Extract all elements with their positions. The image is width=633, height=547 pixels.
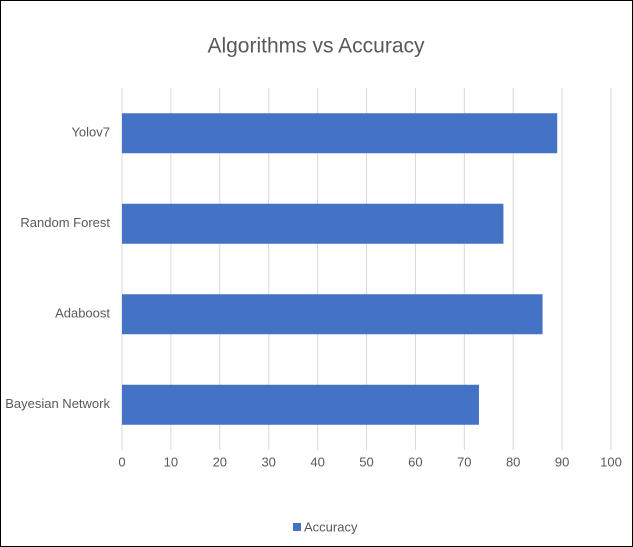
x-tick-label: 30	[261, 454, 275, 469]
bar	[122, 384, 479, 425]
legend-label: Accuracy	[304, 519, 358, 534]
x-tick-label: 70	[457, 454, 471, 469]
bar	[122, 294, 543, 335]
x-tick-label: 80	[506, 454, 520, 469]
chart-title: Algorithms vs Accuracy	[207, 35, 425, 58]
x-tick-label: 100	[600, 454, 622, 469]
y-tick-label: Bayesian Network	[5, 396, 110, 411]
bar	[122, 113, 558, 154]
x-tick-label: 40	[310, 454, 324, 469]
bar	[122, 203, 504, 244]
y-tick-label: Yolov7	[71, 125, 110, 140]
x-tick-label: 90	[555, 454, 569, 469]
x-tick-label: 0	[118, 454, 125, 469]
legend-swatch	[293, 523, 301, 531]
x-tick-label: 50	[359, 454, 373, 469]
x-tick-label: 60	[408, 454, 422, 469]
x-tick-label: 20	[213, 454, 227, 469]
x-tick-label: 10	[164, 454, 178, 469]
y-tick-label: Random Forest	[20, 215, 110, 230]
y-tick-label: Adaboost	[55, 306, 110, 321]
